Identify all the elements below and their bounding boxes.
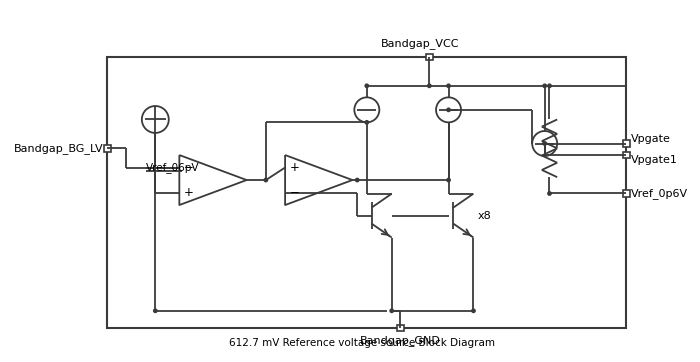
- Text: Vref_06pV: Vref_06pV: [146, 162, 200, 173]
- Circle shape: [436, 97, 461, 122]
- Bar: [426, 54, 433, 60]
- Text: Vref_0p6V: Vref_0p6V: [631, 188, 688, 199]
- Text: 612.7 mV Reference voltage source Block Diagram: 612.7 mV Reference voltage source Block …: [229, 338, 495, 349]
- Circle shape: [142, 106, 169, 133]
- Circle shape: [446, 83, 451, 88]
- Circle shape: [365, 120, 369, 125]
- Text: −: −: [184, 161, 194, 174]
- Text: Vpgate: Vpgate: [631, 134, 671, 144]
- Bar: [623, 140, 630, 147]
- Text: Vpgate1: Vpgate1: [631, 155, 678, 165]
- Circle shape: [542, 141, 547, 146]
- Text: Bandgap_BG_LV: Bandgap_BG_LV: [14, 143, 104, 154]
- Circle shape: [471, 308, 476, 313]
- Bar: [397, 325, 404, 332]
- Bar: [107, 57, 626, 328]
- Text: +: +: [184, 186, 194, 199]
- Bar: [623, 152, 630, 159]
- Text: x8: x8: [477, 211, 491, 220]
- Text: −: −: [290, 186, 300, 199]
- Circle shape: [446, 178, 451, 182]
- Text: Bandgap_VCC: Bandgap_VCC: [382, 38, 460, 49]
- Text: Bandgap_GND: Bandgap_GND: [360, 335, 441, 346]
- Circle shape: [355, 178, 360, 182]
- Circle shape: [547, 83, 552, 88]
- Circle shape: [354, 97, 379, 122]
- Circle shape: [547, 191, 552, 196]
- Circle shape: [389, 308, 394, 313]
- Circle shape: [446, 108, 451, 112]
- Bar: [104, 145, 111, 152]
- Circle shape: [427, 83, 432, 88]
- Circle shape: [153, 308, 158, 313]
- Circle shape: [542, 83, 547, 88]
- Circle shape: [263, 178, 268, 182]
- Bar: [623, 190, 630, 197]
- Text: +: +: [290, 161, 300, 174]
- Circle shape: [365, 83, 369, 88]
- Circle shape: [532, 131, 557, 156]
